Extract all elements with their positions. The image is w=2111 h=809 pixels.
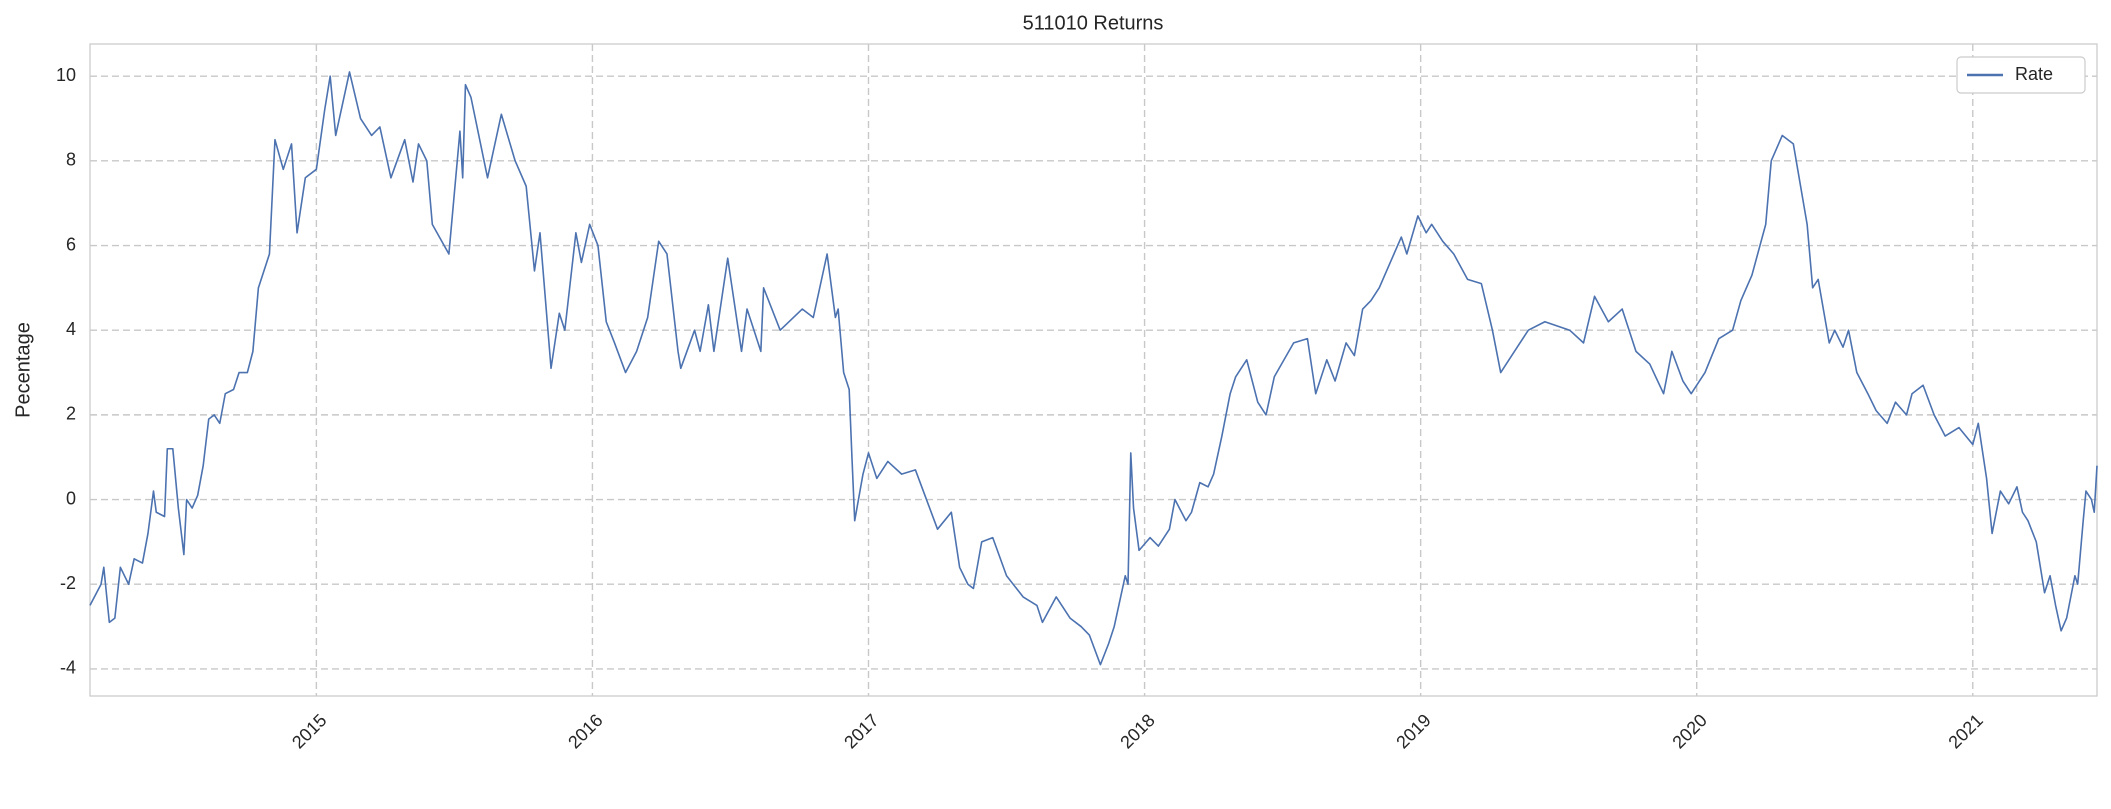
x-tick-label: 2021 xyxy=(1944,710,1986,752)
y-axis-label: Pecentage xyxy=(12,322,34,418)
x-tick-label: 2016 xyxy=(564,710,606,752)
x-tick-label: 2018 xyxy=(1116,710,1158,752)
legend-box xyxy=(1956,56,2086,94)
y-tick-label: 0 xyxy=(66,488,76,508)
legend-label: Rate xyxy=(2015,64,2053,84)
chart-title: 511010 Returns xyxy=(1023,12,1164,34)
y-tick-label: -4 xyxy=(60,658,76,678)
y-tick-label: 2 xyxy=(66,404,76,424)
x-tick-label: 2019 xyxy=(1392,710,1434,752)
y-tick-label: 4 xyxy=(66,319,76,339)
x-tick-label: 2015 xyxy=(288,710,330,752)
x-tick-label: 2017 xyxy=(840,710,882,752)
y-tick-label: 10 xyxy=(56,65,76,85)
x-tick-label: 2020 xyxy=(1668,710,1710,752)
plot-frame xyxy=(89,43,2098,697)
legend: Rate xyxy=(1956,56,2086,94)
y-tick-label: 6 xyxy=(66,234,76,254)
y-tick-label: 8 xyxy=(66,150,76,170)
y-tick-label: -2 xyxy=(60,573,76,593)
line-series xyxy=(89,71,2098,666)
